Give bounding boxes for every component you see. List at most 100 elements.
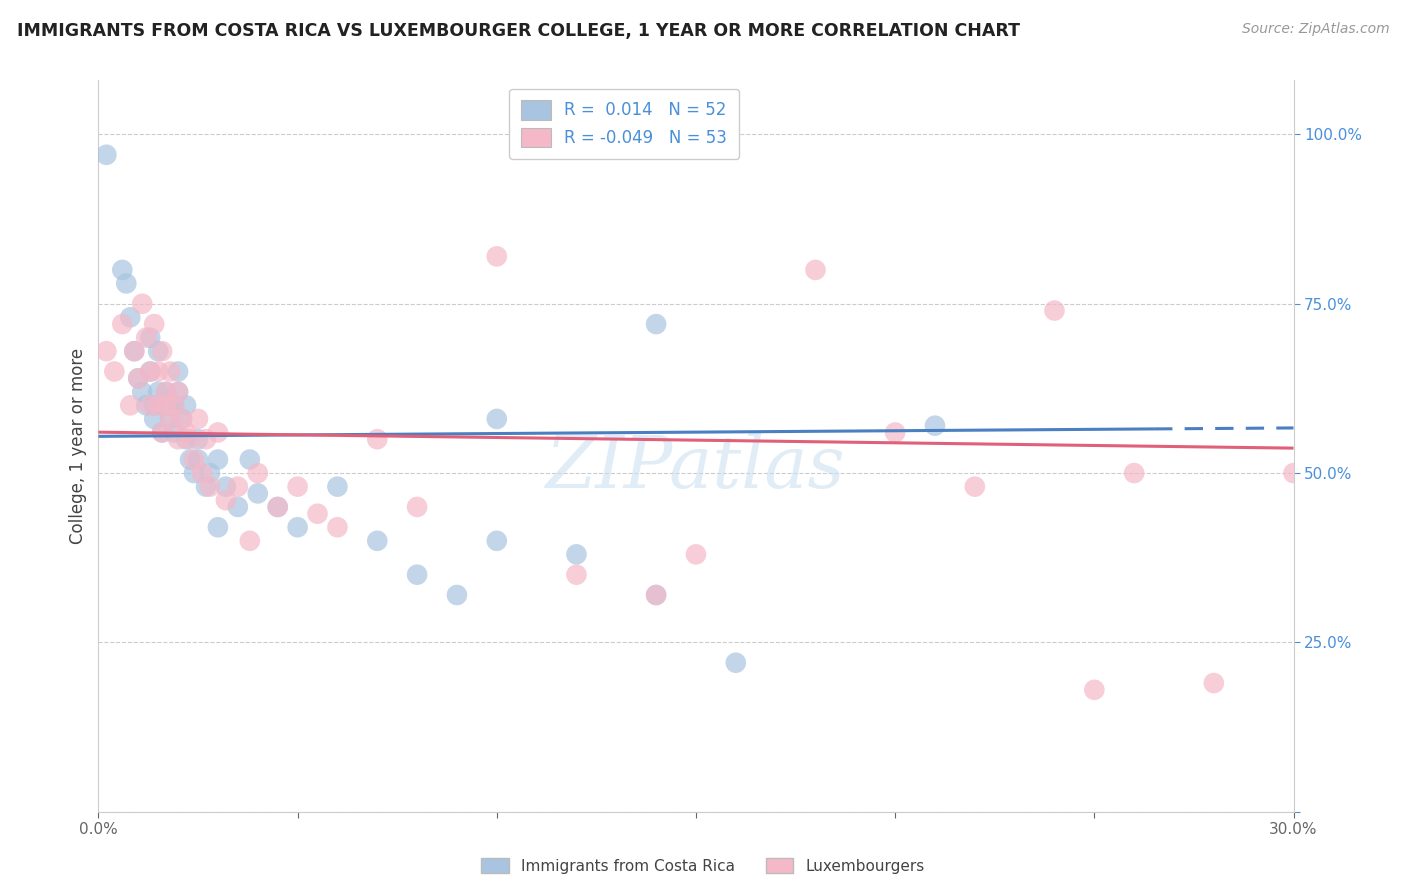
Point	[924, 418, 946, 433]
Point	[804, 263, 827, 277]
Point	[239, 452, 262, 467]
Point	[155, 398, 177, 412]
Point	[127, 371, 149, 385]
Point	[239, 533, 262, 548]
Point	[446, 588, 468, 602]
Point	[207, 520, 229, 534]
Point	[884, 425, 907, 440]
Point	[724, 656, 747, 670]
Point	[127, 371, 149, 385]
Point	[174, 432, 197, 446]
Point	[565, 567, 588, 582]
Point	[366, 432, 388, 446]
Point	[103, 364, 125, 378]
Point	[148, 344, 170, 359]
Point	[195, 432, 218, 446]
Point	[187, 412, 209, 426]
Point	[485, 533, 508, 548]
Point	[326, 520, 349, 534]
Point	[366, 533, 388, 548]
Point	[267, 500, 290, 514]
Point	[139, 331, 162, 345]
Point	[246, 466, 269, 480]
Point	[565, 547, 588, 561]
Point	[226, 480, 249, 494]
Point	[143, 317, 166, 331]
Point	[1083, 682, 1105, 697]
Point	[1282, 466, 1305, 480]
Point	[287, 520, 309, 534]
Point	[148, 364, 170, 378]
Point	[167, 384, 190, 399]
Point	[96, 344, 118, 359]
Point	[1202, 676, 1225, 690]
Point	[485, 412, 508, 426]
Point	[163, 398, 186, 412]
Point	[307, 507, 329, 521]
Point	[645, 317, 668, 331]
Point	[198, 480, 221, 494]
Point	[226, 500, 249, 514]
Point	[167, 364, 190, 378]
Point	[485, 249, 508, 263]
Point	[120, 310, 142, 325]
Text: ZIPatlas: ZIPatlas	[546, 433, 846, 503]
Point	[195, 480, 218, 494]
Point	[1043, 303, 1066, 318]
Point	[148, 398, 170, 412]
Text: Source: ZipAtlas.com: Source: ZipAtlas.com	[1241, 22, 1389, 37]
Point	[287, 480, 309, 494]
Point	[124, 344, 146, 359]
Point	[183, 466, 205, 480]
Point	[406, 567, 429, 582]
Point	[191, 466, 214, 480]
Point	[131, 297, 153, 311]
Point	[139, 364, 162, 378]
Point	[139, 398, 162, 412]
Point	[159, 364, 181, 378]
Point	[179, 432, 201, 446]
Point	[174, 425, 197, 440]
Point	[131, 384, 153, 399]
Point	[183, 452, 205, 467]
Point	[148, 384, 170, 399]
Point	[150, 344, 173, 359]
Point	[645, 588, 668, 602]
Point	[96, 148, 118, 162]
Point	[215, 493, 238, 508]
Point	[406, 500, 429, 514]
Point	[159, 412, 181, 426]
Point	[155, 398, 177, 412]
Point	[174, 398, 197, 412]
Point	[120, 398, 142, 412]
Point	[172, 412, 194, 426]
Point	[267, 500, 290, 514]
Point	[150, 398, 173, 412]
Point	[207, 452, 229, 467]
Text: IMMIGRANTS FROM COSTA RICA VS LUXEMBOURGER COLLEGE, 1 YEAR OR MORE CORRELATION C: IMMIGRANTS FROM COSTA RICA VS LUXEMBOURG…	[17, 22, 1019, 40]
Point	[645, 588, 668, 602]
Point	[163, 398, 186, 412]
Point	[326, 480, 349, 494]
Point	[163, 425, 186, 440]
Point	[685, 547, 707, 561]
Point	[1123, 466, 1146, 480]
Point	[150, 425, 173, 440]
Point	[207, 425, 229, 440]
Point	[111, 263, 134, 277]
Point	[124, 344, 146, 359]
Point	[155, 384, 177, 399]
Point	[155, 384, 177, 399]
Point	[167, 384, 190, 399]
Point	[963, 480, 986, 494]
Point	[143, 412, 166, 426]
Point	[135, 331, 157, 345]
Point	[135, 398, 157, 412]
Point	[215, 480, 238, 494]
Point	[187, 432, 209, 446]
Point	[159, 412, 181, 426]
Point	[198, 466, 221, 480]
Legend: Immigrants from Costa Rica, Luxembourgers: Immigrants from Costa Rica, Luxembourger…	[475, 852, 931, 880]
Point	[111, 317, 134, 331]
Point	[187, 452, 209, 467]
